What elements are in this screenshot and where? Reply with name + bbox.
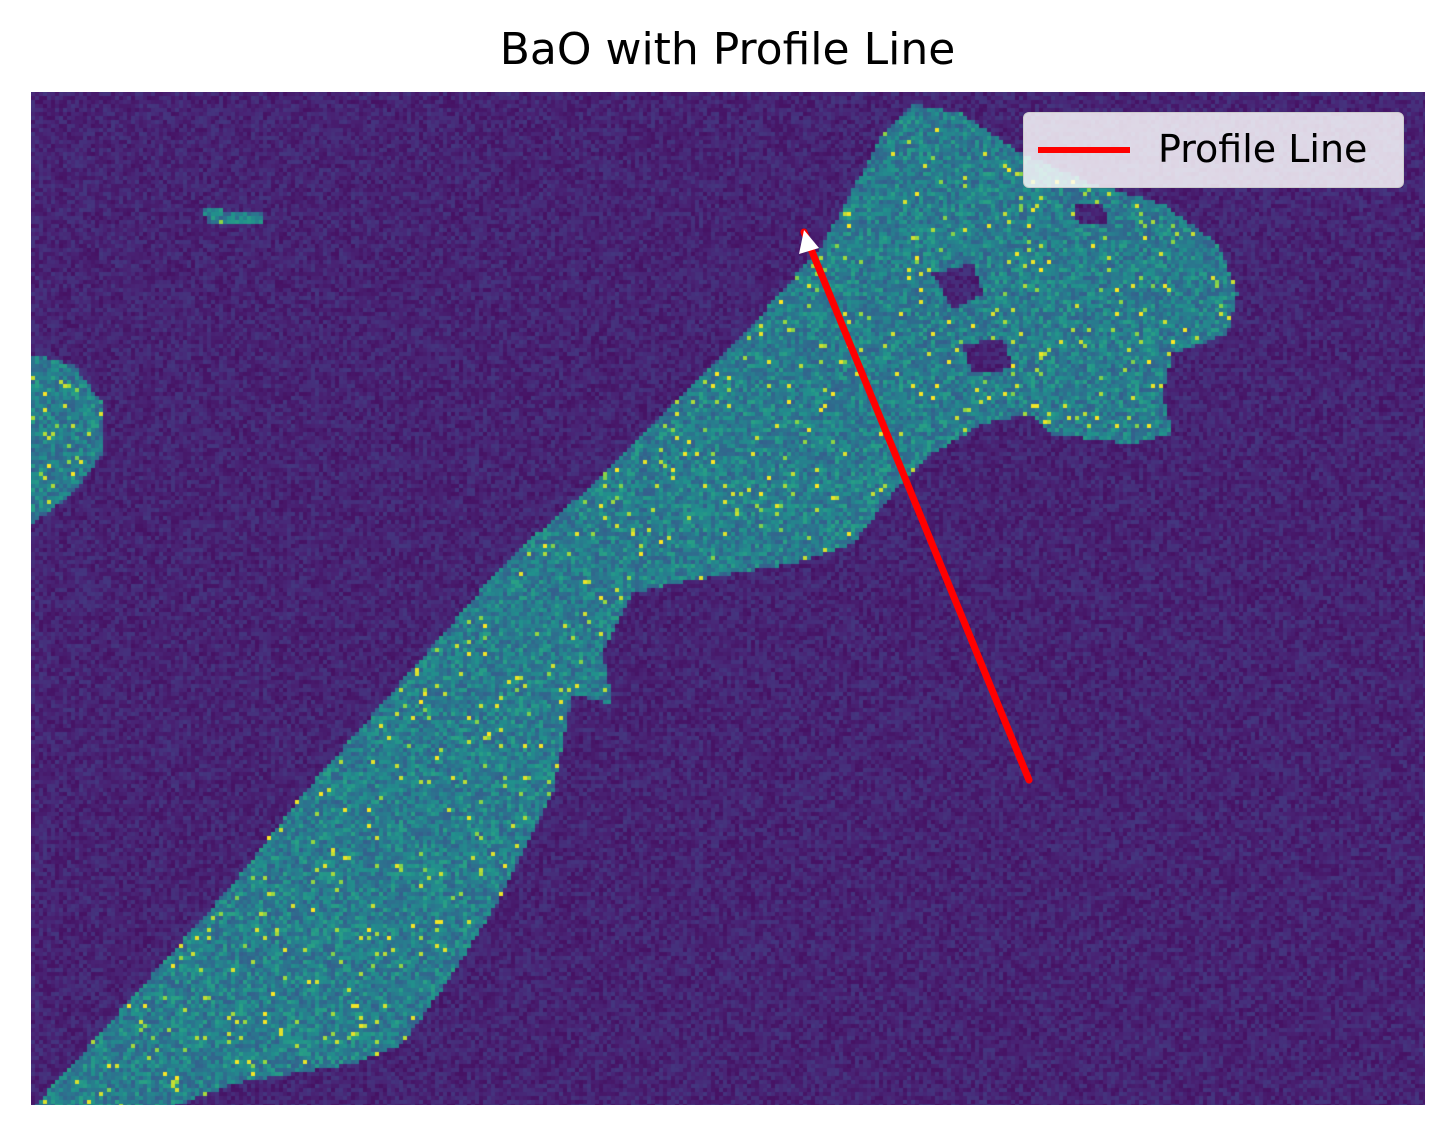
legend-label: Profile Line	[1158, 127, 1368, 171]
profile-start-marker	[799, 230, 819, 254]
profile-overlay	[799, 228, 1033, 784]
intensity-map-image	[31, 92, 1425, 1105]
bao-elemental-map	[31, 92, 1425, 1105]
figure-title: BaO with Profile Line	[499, 24, 956, 75]
legend: Profile Line	[1023, 112, 1404, 188]
legend-swatch-profile-line	[1038, 147, 1130, 153]
profile-line[interactable]	[800, 228, 1033, 784]
